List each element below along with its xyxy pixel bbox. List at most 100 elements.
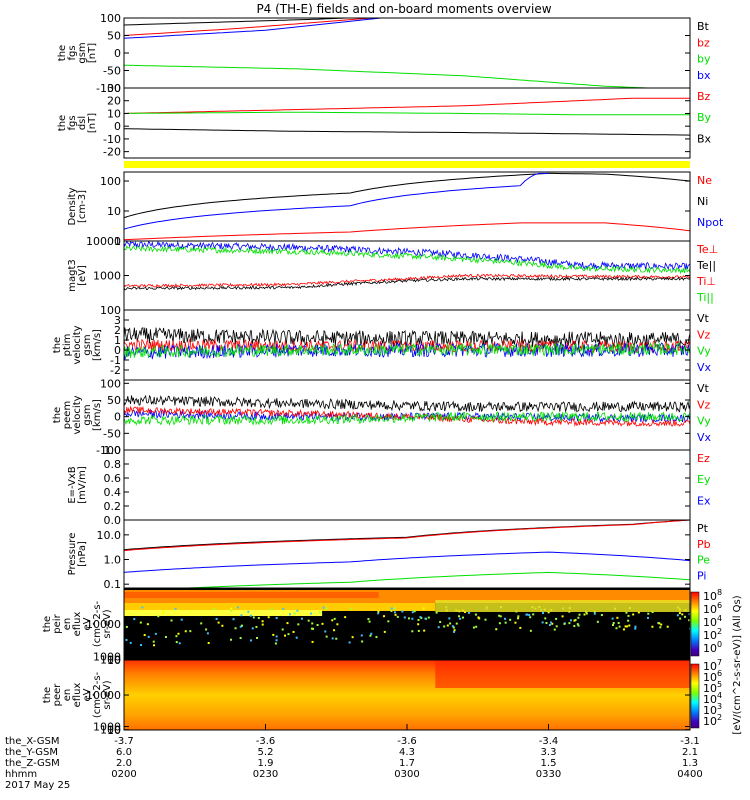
spectrogram-pixel (627, 614, 630, 617)
panel-frame (123, 171, 691, 242)
spectrogram-pixel (249, 614, 252, 617)
legend-by: by (697, 53, 711, 66)
spectrogram-pixel (344, 616, 347, 619)
spectrogram-pixel (563, 622, 566, 625)
spectrogram-pixel (300, 617, 303, 620)
spectrogram-pixel (585, 612, 588, 615)
legend-Ni: Ni (697, 195, 708, 208)
legend-Vx: Vx (697, 431, 712, 444)
series-peem-Vt (124, 394, 690, 413)
spectrogram-pixel (401, 610, 404, 613)
legend-Vx: Vx (697, 361, 712, 374)
spectrogram-pixel (545, 621, 548, 624)
y-tick-label: 0 (114, 411, 121, 424)
legend-By: By (697, 111, 712, 124)
spectrogram-pixel (407, 617, 410, 620)
spectrogram-pixel (311, 622, 314, 625)
spectrogram-pixel (475, 625, 478, 628)
panel-frame (123, 519, 691, 589)
x-tick-value: 3.3 (541, 747, 557, 758)
spectrogram-pixel (205, 628, 208, 631)
spectrogram-pixel (331, 619, 334, 622)
y-tick-label: 30 (107, 82, 121, 95)
spectrogram-pixel (615, 627, 618, 630)
legend-Te||: Te|| (696, 259, 716, 272)
spectrogram-pixel (295, 636, 298, 639)
spectrogram-pixel (455, 622, 458, 625)
series-fgs-gsm-bx (124, 18, 386, 39)
panel-pressure: 10.0 1.0 0.1 Pressure[nPa] Pt Pb Pe Pi (67, 519, 711, 591)
y-axis-label: theptimvelocitygsm[km/s] (52, 325, 103, 364)
spectrogram-pixel (583, 613, 586, 616)
spectrogram-pixel (550, 621, 553, 624)
x-tick-value: 0400 (677, 769, 702, 780)
y-axis-label: magt3[eV] (67, 259, 88, 292)
spectrogram-pixel (504, 617, 507, 620)
spectrogram-pixel (333, 617, 336, 620)
spectrogram-pixel (316, 624, 319, 627)
y-tick-label: 0.6 (104, 472, 122, 485)
colorbar-lower-tick: 104 (703, 691, 722, 706)
spectrogram-pixel (239, 637, 242, 640)
spectrogram-pixel (139, 621, 142, 624)
spectrogram-pixel (270, 608, 273, 611)
spectrogram-pixel (573, 619, 576, 622)
legend-Vy: Vy (697, 415, 711, 428)
legend-Pb: Pb (697, 538, 711, 551)
spectrogram-pixel (367, 618, 370, 621)
spectrogram-pixel (175, 635, 178, 638)
spectrogram-pixel (477, 616, 480, 619)
series-fgs-gsm-bz (124, 18, 378, 36)
spectrogram-pixel (157, 615, 160, 618)
y-tick-label: 10000 (86, 689, 121, 702)
spectrogram-pixel (325, 635, 328, 638)
series-group-pressure (124, 520, 690, 588)
y-tick-label: 3 (114, 314, 121, 327)
spectrogram-pixel (422, 607, 425, 610)
y-tick-label: 50 (107, 30, 121, 43)
spectrogram-pixel (324, 630, 327, 633)
spectrogram-pixel (164, 635, 167, 638)
spectrogram-peir-eflux (124, 588, 690, 660)
spectrogram-pixel (175, 641, 178, 644)
y-tick-label: 100 (100, 175, 121, 188)
spectrogram-pixel (170, 619, 173, 622)
series-group-ptim (124, 327, 690, 360)
spectrogram-pixel (617, 622, 620, 625)
spectrogram-band-mid (124, 603, 436, 611)
x-tick-value: -3.1 (680, 736, 700, 747)
legend-Vt: Vt (697, 312, 710, 325)
spectrogram-pixel (217, 621, 220, 624)
panel-frame (123, 449, 691, 521)
x-row-label: the_Y-GSM (5, 747, 58, 758)
spectrogram-pixel (453, 630, 456, 633)
x-tick-value: 2.0 (116, 758, 132, 769)
spectrogram-pixel (212, 608, 215, 611)
legend-Vz: Vz (697, 328, 711, 341)
spectrogram-pixel (180, 618, 183, 621)
spectrogram-pixel (125, 638, 128, 641)
series-fgs-gsm-by (124, 64, 660, 88)
x-tick-value: 1.9 (258, 758, 274, 769)
spectrogram-pixel (383, 630, 386, 633)
spectrogram-pixel (448, 617, 451, 620)
spectrogram-pixel (184, 630, 187, 633)
y-tick-label: 0.2 (104, 500, 122, 513)
panel-frame (123, 17, 691, 89)
spectrogram-pixel (293, 612, 296, 615)
spectrogram-pixel (310, 612, 313, 615)
colorbar-upper (690, 591, 700, 657)
y-tick-label: 0.4 (104, 486, 122, 499)
spectrogram-pixel (541, 621, 544, 624)
spectrogram-pixel (419, 616, 422, 619)
spectrogram-pixel (570, 619, 573, 622)
spectrogram-pixel (256, 636, 259, 639)
spectrogram-pixel (215, 617, 218, 620)
y-tick-label: 2 (114, 324, 121, 337)
spectrogram-pixel (311, 640, 314, 643)
figure-title: P4 (TH-E) fields and on-board moments ov… (256, 2, 551, 16)
series-peem-Vz (124, 405, 690, 427)
panel-magt3: 10000 1000 100 magt3[eV] Te⊥ Te|| Ti⊥ Ti|| (67, 235, 718, 317)
series-group-fgs-dsl (124, 97, 690, 136)
